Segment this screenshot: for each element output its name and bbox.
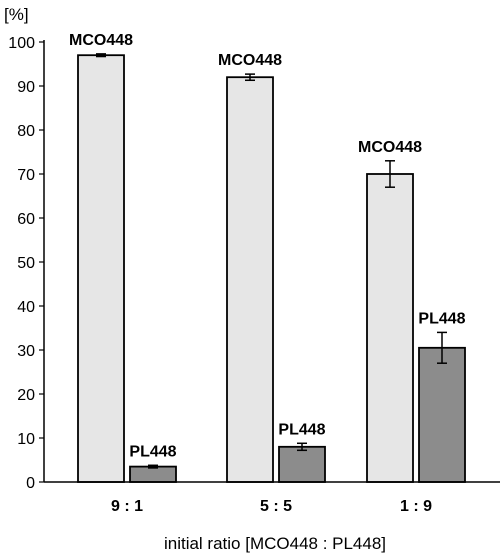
bar-series-label: PL448: [129, 443, 176, 460]
x-category-label: 5 : 5: [260, 498, 292, 515]
y-axis-ticks: 0 10 20 30 40 50 60 70 80 90 100: [8, 35, 44, 492]
bar-series-label: MCO448: [358, 139, 422, 156]
y-tick-label: 50: [17, 255, 35, 272]
y-tick-label: 30: [17, 343, 35, 360]
category-labels: 9 : 1 5 : 5 1 : 9: [111, 498, 432, 515]
y-tick-label: 70: [17, 167, 35, 184]
x-category-label: 1 : 9: [400, 498, 432, 515]
bar-pl448: [129, 465, 177, 483]
y-tick-label: 10: [17, 431, 35, 448]
bar-mco448: [366, 173, 414, 483]
axes-layer: [43, 40, 500, 483]
bar-pl448: [278, 445, 326, 483]
bar-series-label: MCO448: [218, 52, 282, 69]
bar-mco448: [226, 76, 274, 483]
y-tick-label: 100: [8, 35, 35, 52]
y-tick-label: 80: [17, 123, 35, 140]
bar-series-label: MCO448: [69, 32, 133, 49]
bar-mco448: [77, 54, 125, 483]
x-category-label: 9 : 1: [111, 498, 143, 515]
y-tick-label: 60: [17, 211, 35, 228]
bar-pl448: [418, 346, 466, 483]
x-axis-title: initial ratio [MCO448 : PL448]: [164, 534, 386, 553]
y-tick-label: 0: [26, 475, 35, 492]
y-tick-label: 90: [17, 79, 35, 96]
bar-series-label: PL448: [278, 421, 325, 438]
y-tick-label: 40: [17, 299, 35, 316]
y-tick-label: 20: [17, 387, 35, 404]
bars-layer: MCO448 PL448 MCO448 PL448 MCO448 PL448: [69, 32, 466, 483]
y-axis-unit-label: [%]: [4, 5, 29, 24]
bar-series-label: PL448: [418, 310, 465, 327]
